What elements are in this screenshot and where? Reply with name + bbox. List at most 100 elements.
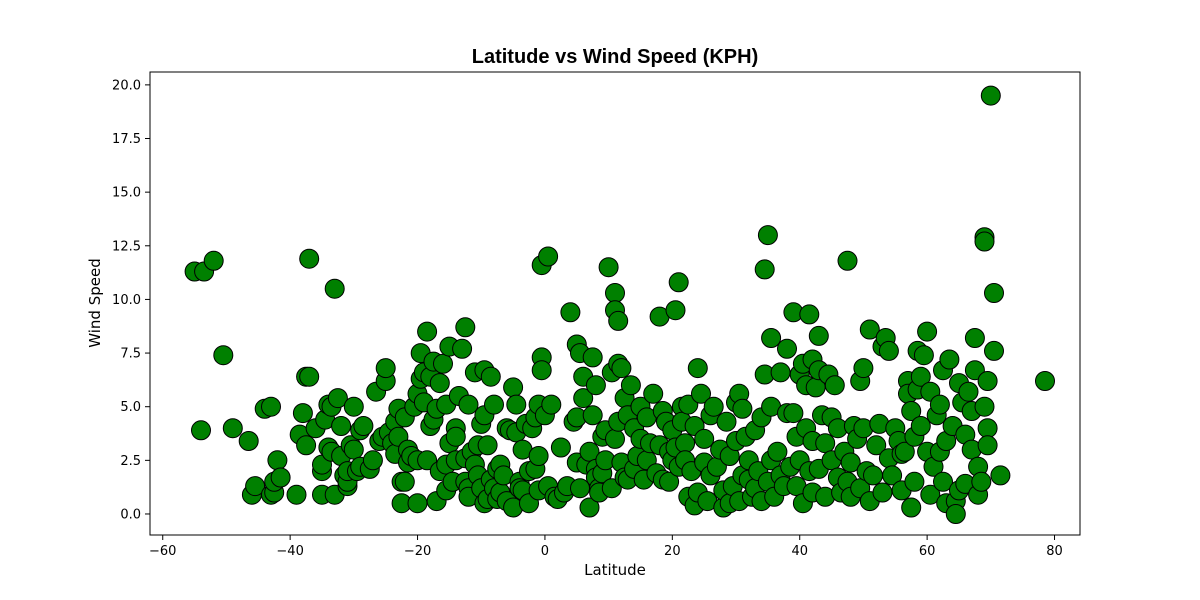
data-point (837, 250, 858, 271)
data-point (872, 482, 893, 503)
data-point (808, 325, 829, 346)
data-point (528, 446, 549, 466)
x-tick-label: 60 (919, 544, 936, 559)
x-axis-label: Latitude (584, 561, 646, 579)
data-point (904, 471, 925, 492)
data-point (859, 319, 880, 340)
data-point (394, 471, 415, 492)
data-point (484, 394, 504, 415)
data-point (668, 272, 689, 293)
data-point (324, 278, 345, 299)
data-point (433, 353, 453, 374)
points-layer (184, 85, 1055, 524)
plot-frame (149, 71, 1081, 536)
data-point (299, 248, 320, 269)
data-point (608, 310, 629, 331)
data-point (267, 450, 288, 471)
data-point (777, 338, 797, 359)
data-point (783, 403, 804, 424)
data-point (531, 360, 552, 381)
data-point (866, 435, 887, 456)
data-point (429, 373, 450, 394)
data-point (245, 476, 266, 497)
data-point (984, 340, 1004, 361)
data-point (732, 398, 753, 419)
data-point (1035, 371, 1055, 391)
y-axis: 0.0 2.5 5.0 7.5 10.0 12.5 15.0 17.5 20.0 (112, 78, 150, 522)
data-point (675, 433, 696, 454)
x-tick-label: 80 (1046, 544, 1063, 559)
data-point (964, 328, 985, 348)
data-point (286, 484, 307, 505)
data-point (643, 383, 664, 404)
data-point (910, 366, 931, 387)
data-point (550, 437, 571, 458)
data-point (582, 405, 603, 426)
data-point (560, 302, 581, 323)
data-point (299, 366, 320, 387)
data-point (452, 338, 473, 359)
x-tick-label: −20 (404, 544, 431, 559)
data-point (238, 431, 259, 451)
data-point (191, 420, 211, 441)
data-point (977, 418, 998, 439)
data-point (570, 478, 590, 499)
data-point (703, 396, 724, 417)
data-point (761, 328, 782, 348)
data-point (611, 358, 632, 379)
data-point (691, 383, 711, 404)
data-point (901, 401, 922, 421)
data-point (694, 428, 715, 449)
x-tick-label: 0 (541, 544, 549, 559)
y-tick-label: 7.5 (120, 347, 141, 362)
data-point (261, 396, 281, 417)
data-point (620, 375, 641, 396)
data-point (913, 345, 934, 366)
data-point (343, 439, 364, 460)
data-point (767, 441, 788, 462)
data-point (824, 375, 845, 396)
x-tick-label: 20 (664, 544, 681, 559)
data-point (455, 317, 476, 338)
data-point (863, 465, 883, 486)
data-point (601, 478, 622, 499)
data-point (917, 321, 938, 342)
y-tick-label: 17.5 (112, 132, 141, 147)
data-point (541, 394, 562, 415)
data-point (984, 283, 1004, 303)
y-tick-label: 12.5 (112, 239, 141, 254)
data-point (407, 493, 428, 514)
data-point (853, 358, 874, 379)
data-point (929, 394, 950, 415)
data-point (362, 450, 383, 471)
data-point (331, 416, 352, 436)
data-point (327, 388, 348, 409)
data-point (659, 471, 680, 492)
data-point (770, 362, 791, 383)
y-tick-label: 15.0 (112, 186, 141, 201)
data-point (920, 484, 941, 505)
data-point (980, 85, 1001, 106)
data-point (353, 416, 374, 436)
data-point (840, 452, 861, 473)
data-point (343, 396, 364, 417)
data-point (506, 394, 527, 415)
data-point (582, 347, 603, 368)
data-point (974, 396, 995, 417)
data-point (605, 428, 625, 449)
y-tick-label: 2.5 (120, 454, 141, 469)
y-tick-label: 5.0 (120, 400, 141, 415)
data-point (665, 300, 686, 321)
data-point (799, 304, 820, 325)
data-point (990, 465, 1011, 486)
y-axis-label: Wind Speed (86, 258, 104, 348)
y-tick-label: 20.0 (112, 78, 141, 93)
data-point (894, 441, 915, 462)
data-point (296, 435, 317, 456)
data-point (977, 371, 998, 391)
data-point (503, 377, 524, 398)
data-point (971, 471, 992, 492)
data-point (901, 497, 922, 518)
